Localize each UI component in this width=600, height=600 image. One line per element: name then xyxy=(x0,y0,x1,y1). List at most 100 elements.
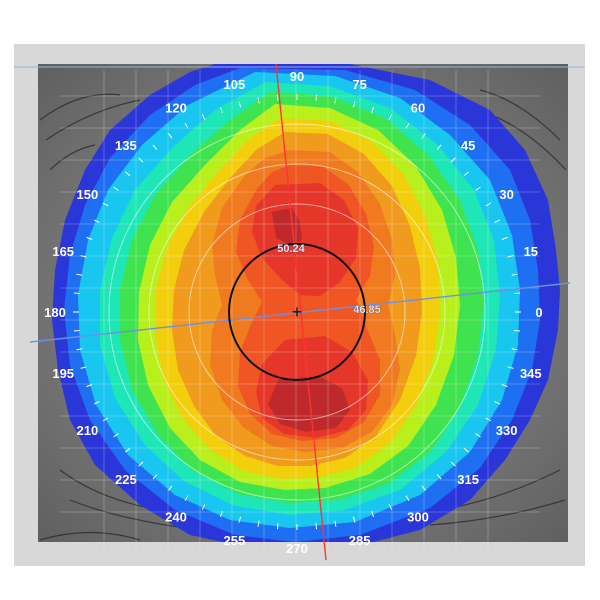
flat-axis-line xyxy=(29,282,571,343)
degree-label-255: 255 xyxy=(224,533,246,548)
degree-tick xyxy=(102,202,109,207)
degree-tick xyxy=(352,101,356,108)
degree-label-15: 15 xyxy=(524,244,538,259)
degree-tick xyxy=(450,157,456,163)
degree-tick xyxy=(334,97,337,104)
degree-tick xyxy=(511,348,518,351)
degree-tick xyxy=(125,171,131,177)
degree-tick xyxy=(463,447,469,453)
degree-labels: 0 15 30 45 60 75 90 105 120 135 150 165 180 195 210 225… xyxy=(44,69,542,556)
degree-label-75: 75 xyxy=(352,77,366,92)
degree-tick xyxy=(219,106,223,113)
center-mark: + xyxy=(292,302,303,322)
degree-label-45: 45 xyxy=(461,138,475,153)
degree-tick xyxy=(501,236,508,240)
degree-tick xyxy=(238,101,242,108)
degree-tick xyxy=(73,292,80,294)
degree-tick xyxy=(168,133,173,139)
degree-tick xyxy=(501,384,508,388)
degree-tick xyxy=(494,401,501,405)
degree-tick xyxy=(514,330,521,332)
degree-label-165: 165 xyxy=(52,244,74,259)
degree-tick xyxy=(80,366,87,369)
degree-tick xyxy=(93,401,100,405)
degree-tick xyxy=(219,511,223,518)
degree-tick xyxy=(113,433,119,438)
degree-ticks xyxy=(73,94,521,530)
degree-tick xyxy=(315,94,317,101)
degree-tick xyxy=(76,348,83,351)
degree-label-105: 105 xyxy=(224,77,246,92)
degree-tick xyxy=(86,236,93,240)
degree-tick xyxy=(277,94,279,101)
degree-tick xyxy=(475,433,481,438)
degree-tick xyxy=(436,144,442,150)
degree-tick xyxy=(138,157,144,163)
steep-axis-line xyxy=(275,63,327,561)
degree-tick xyxy=(494,219,501,223)
degree-label-60: 60 xyxy=(411,101,425,116)
degree-tick xyxy=(388,114,393,121)
degree-label-285: 285 xyxy=(349,533,371,548)
degree-tick xyxy=(371,511,375,518)
degree-tick xyxy=(201,503,206,510)
degree-tick xyxy=(184,495,189,502)
degree-tick xyxy=(405,122,410,129)
degree-tick xyxy=(421,485,426,491)
degree-label-300: 300 xyxy=(407,509,429,524)
flat-k-value: 46.85 xyxy=(353,304,381,316)
degree-tick xyxy=(315,523,317,530)
degree-label-120: 120 xyxy=(165,101,187,116)
degree-label-30: 30 xyxy=(499,187,513,202)
degree-tick xyxy=(405,495,410,502)
degree-tick xyxy=(93,219,100,223)
degree-label-225: 225 xyxy=(115,472,137,487)
degree-tick xyxy=(152,144,158,150)
degree-tick xyxy=(201,114,206,121)
degree-label-270: 270 xyxy=(286,541,308,556)
pupil-circle xyxy=(228,243,366,381)
degree-label-345: 345 xyxy=(520,366,542,381)
degree-label-240: 240 xyxy=(165,509,187,524)
degree-label-315: 315 xyxy=(457,472,479,487)
degree-tick xyxy=(485,202,492,207)
degree-tick xyxy=(507,255,514,258)
contour-dark-red-lower xyxy=(268,376,350,432)
degree-tick xyxy=(238,516,242,523)
degree-tick xyxy=(485,417,492,422)
degree-tick xyxy=(507,366,514,369)
degree-tick xyxy=(184,122,189,129)
degree-tick xyxy=(102,417,109,422)
degree-tick xyxy=(388,503,393,510)
degree-tick xyxy=(125,447,131,453)
degree-tick xyxy=(76,273,83,276)
degree-label-210: 210 xyxy=(77,423,99,438)
degree-tick xyxy=(421,133,426,139)
degree-label-0: 0 xyxy=(535,305,542,320)
degree-label-195: 195 xyxy=(52,366,74,381)
degree-label-180: 180 xyxy=(44,305,66,320)
concentric-rings xyxy=(108,123,486,501)
degree-tick xyxy=(152,474,158,480)
degree-tick xyxy=(334,520,337,527)
degree-tick xyxy=(371,106,375,113)
degree-tick xyxy=(80,255,87,258)
degree-tick xyxy=(73,330,80,332)
degree-tick xyxy=(436,474,442,480)
degree-label-90: 90 xyxy=(290,69,304,84)
degree-tick xyxy=(352,516,356,523)
steep-k-value: 50.24 xyxy=(277,243,305,255)
degree-tick xyxy=(463,171,469,177)
degree-label-135: 135 xyxy=(115,138,137,153)
degree-label-330: 330 xyxy=(496,423,518,438)
degree-tick xyxy=(514,292,521,294)
degree-tick xyxy=(138,461,144,467)
degree-tick xyxy=(257,97,260,104)
degree-tick xyxy=(511,273,518,276)
degree-tick xyxy=(277,523,279,530)
degree-tick xyxy=(257,520,260,527)
degree-tick xyxy=(168,485,173,491)
degree-tick xyxy=(113,186,119,191)
contour-dark-red-upper xyxy=(272,208,302,246)
